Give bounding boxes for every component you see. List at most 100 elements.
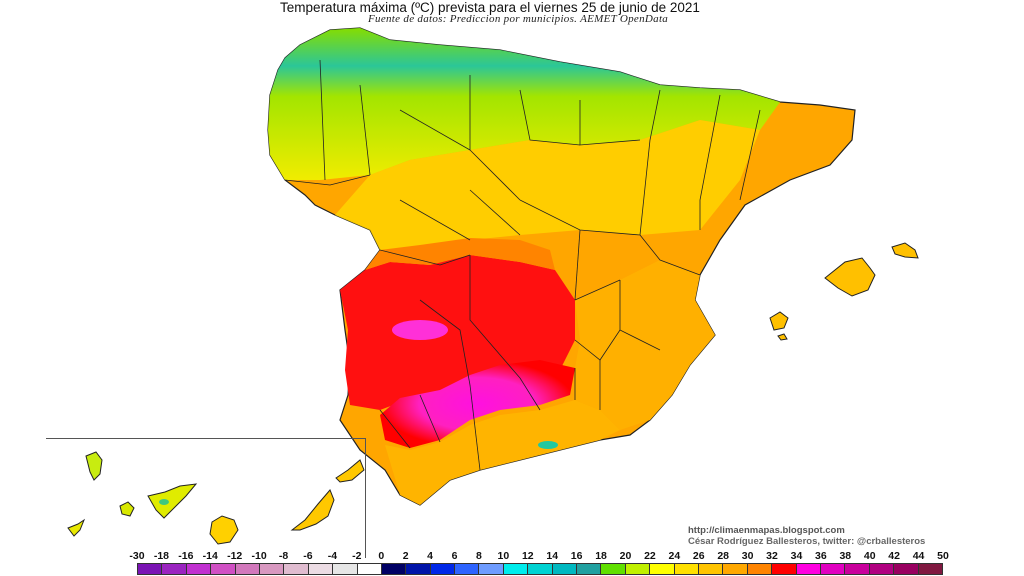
color-legend: -30 -18 -16 -14 -12 -10 -8 -6 -4 -2 0 2 4 6 8 10 12 14 16 1…: [129, 550, 949, 576]
legend-swatch: [674, 564, 699, 574]
legend-swatch: [869, 564, 895, 574]
legend-swatch: [211, 564, 236, 574]
legend-tick-label: 22: [644, 550, 656, 562]
canary-islands: [67, 451, 365, 545]
legend-swatch: [162, 564, 187, 574]
canary-islands-inset-frame: [46, 438, 366, 558]
la-palma: [85, 451, 103, 481]
legend-tick-label: 36: [815, 550, 827, 562]
legend-tick-label: -10: [251, 550, 267, 562]
legend-tick-label: 20: [619, 550, 632, 562]
legend-tick-label: -4: [327, 550, 338, 562]
ibiza: [769, 311, 789, 331]
legend-tick-label: -2: [352, 550, 362, 562]
legend-swatch: [430, 564, 456, 574]
legend-tick-label: 28: [717, 550, 730, 562]
map-title: Temperatura máxima (ºC) prevista para el…: [0, 0, 1024, 15]
credits: http://climaenmapas.blogspot.com César R…: [688, 525, 925, 547]
northern-plateau-zone: [335, 120, 760, 250]
legend-swatch: [820, 564, 846, 574]
legend-swatch: [284, 564, 309, 574]
legend-tick-label: 40: [863, 550, 876, 562]
legend-tick-label: 16: [570, 550, 583, 562]
legend-tick-label: 18: [595, 550, 607, 562]
legend-tick-label: -8: [278, 550, 289, 562]
legend-swatch: [308, 564, 334, 574]
legend-swatch: [186, 564, 212, 574]
legend-swatch: [552, 564, 578, 574]
teide-cool-spot: [159, 499, 169, 505]
legend-swatch: [918, 564, 942, 574]
madrid-warm-zone: [365, 238, 555, 270]
legend-swatch: [796, 564, 821, 574]
legend-swatch: [625, 564, 651, 574]
legend-swatch: [650, 564, 675, 574]
legend-tick-label: 10: [497, 550, 510, 562]
legend-swatch: [747, 564, 773, 574]
legend-tick-label: 4: [427, 550, 433, 562]
legend-swatch: [381, 564, 407, 574]
legend-swatch: [333, 564, 358, 574]
legend-swatch: [235, 564, 260, 574]
legend-swatch: [259, 564, 285, 574]
map-subtitle: Fuente de datos: Prediccion por municipi…: [368, 13, 669, 25]
northern-coast-band: [268, 28, 780, 180]
legend-tick-label: 26: [692, 550, 705, 562]
legend-swatch: [601, 564, 626, 574]
legend-tick-label: 0: [378, 550, 385, 562]
legend-swatch: [577, 564, 602, 574]
legend-tick-label: 44: [912, 550, 925, 562]
legend-tick-label: 14: [546, 550, 559, 562]
legend-tick-label: 32: [766, 550, 778, 562]
credits-author: César Rodríguez Ballesteros, twitter: @c…: [688, 536, 926, 547]
southern-coast-zone: [385, 400, 620, 505]
legend-swatch: [503, 564, 529, 574]
legend-swatch: [479, 564, 504, 574]
legend-swatch: [698, 564, 724, 574]
legend-tick-label: -16: [178, 550, 194, 562]
legend-tick-label: -30: [129, 550, 145, 562]
legend-swatch: [845, 564, 870, 574]
legend-color-bar: [137, 563, 943, 575]
el-hierro: [67, 518, 86, 537]
legend-tick-label: 50: [937, 550, 949, 562]
legend-tick-label: 24: [668, 550, 681, 562]
legend-swatch: [406, 564, 431, 574]
legend-swatch: [138, 564, 163, 574]
legend-tick-label: -12: [227, 550, 243, 562]
sierra-nevada-cool-spot: [538, 441, 558, 449]
legend-tick-label: 38: [839, 550, 852, 562]
province-borders: [284, 59, 761, 471]
menorca: [891, 242, 919, 259]
la-gomera: [119, 501, 135, 517]
legend-tick-label: 6: [451, 550, 458, 562]
legend-tick-label: 30: [741, 550, 754, 562]
legend-swatch: [894, 564, 919, 574]
legend-tick-label: 34: [790, 550, 803, 562]
credits-url: http://climaenmapas.blogspot.com: [688, 525, 845, 536]
mallorca: [824, 257, 876, 297]
map-title-text: Temperatura máxima (ºC) prevista para el…: [280, 0, 700, 15]
gran-canaria: [209, 515, 239, 545]
legend-tick-label: 2: [402, 550, 409, 562]
legend-swatch: [723, 564, 748, 574]
legend-swatch: [528, 564, 553, 574]
tenerife: [147, 483, 198, 519]
guadalquivir-extreme-zone: [380, 360, 575, 448]
legend-tick-label: 8: [476, 550, 482, 562]
legend-tick-label: -14: [202, 550, 218, 562]
formentera: [777, 333, 788, 341]
legend-tick-label: -6: [303, 550, 313, 562]
legend-tick-label: 12: [521, 550, 534, 562]
legend-tick-label: -18: [153, 550, 170, 562]
legend-tick-label: 42: [888, 550, 900, 562]
balearic-islands: [769, 242, 919, 341]
mediterranean-zone: [575, 260, 715, 430]
legend-labels: -30 -18 -16 -14 -12 -10 -8 -6 -4 -2 0 2 4 6 8 10 12 14 16 1…: [129, 550, 948, 563]
extremadura-magenta-spot: [392, 320, 448, 340]
legend-swatch: [772, 564, 797, 574]
legend-swatch: [357, 564, 382, 574]
lanzarote: [335, 459, 365, 483]
fuerteventura: [290, 489, 335, 531]
